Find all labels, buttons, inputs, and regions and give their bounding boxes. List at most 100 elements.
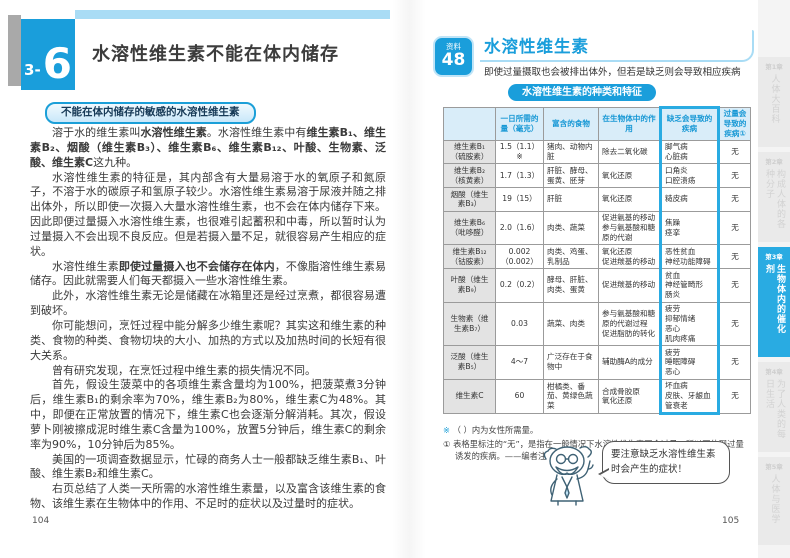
reference-badge: 资料 48 bbox=[433, 36, 474, 77]
chapter-number: 第4章 bbox=[765, 368, 783, 376]
cell-amount: 1.5（1.1）※ bbox=[495, 139, 544, 165]
chapter-number: 第1章 bbox=[765, 63, 783, 71]
side-tab-chapter-3[interactable]: 第3章生物体内的催化剂 bbox=[758, 247, 790, 357]
cell-excess: 无 bbox=[718, 268, 751, 303]
vitamin-table-header-row: 一日所需的量（毫克） 富含的食物 在生物体中的作用 缺乏会导致的疾病 过量会导致的疾病① bbox=[443, 106, 751, 141]
reference-subtitle: 即使过量摄取也会被排出体外，但若是缺乏则会导致相应疾病 bbox=[484, 67, 741, 78]
cell-deficiency: 焦躁 痉挛 bbox=[659, 210, 720, 246]
cell-excess: 无 bbox=[718, 163, 751, 189]
cell-amount: 0.002 （0.002） bbox=[495, 244, 544, 270]
cell-name: 叶酸（维生素B₉） bbox=[443, 268, 496, 303]
cell-amount: 0.2（0.2） bbox=[495, 268, 544, 303]
cell-deficiency: 糙皮病 bbox=[659, 187, 720, 212]
chapter-number: 第3章 bbox=[765, 253, 783, 261]
footnote-marker: ※ bbox=[443, 425, 453, 435]
cell-food: 肉类、鸡蛋、乳制品 bbox=[543, 244, 599, 270]
side-tab-chapter-2[interactable]: 第2章构成人体的各种分子 bbox=[758, 152, 790, 242]
cell-deficiency: 贫血 神经管畸形 肠炎 bbox=[659, 268, 720, 303]
body-paragraph: 水溶性维生素即使过量摄入也不会储存在体内，不像脂溶性维生素易储存。因此就需要人们… bbox=[30, 259, 387, 288]
table-notes: ※ （ ）内为女性所需量。 ① 表格里标注的“无”，是指在一般情况下水溶性维生素不… bbox=[443, 424, 750, 464]
cell-deficiency: 疲劳 抑郁情绪 恶心 肌肉疼痛 bbox=[659, 301, 720, 347]
table-row: 维生素B₁ （硫胺素） 1.5（1.1）※ 猪肉、动物内脏 除去二氧化碳 脚气病 心脏病… bbox=[443, 139, 751, 165]
page-title: 水溶性维生素不能在体内储存 bbox=[92, 44, 339, 65]
cell-excess: 无 bbox=[718, 187, 751, 212]
cell-excess: 无 bbox=[718, 345, 751, 380]
cell-excess: 无 bbox=[718, 244, 751, 270]
side-tab-strip: 第1章 人体大百科第2章构成人体的各种分子第3章生物体内的催化剂第4章 为了人类的每… bbox=[758, 0, 790, 558]
cell-role: 促进羰基的移动 bbox=[598, 268, 661, 303]
cell-amount: 60 bbox=[495, 378, 544, 415]
column-header: 过量会导致的疾病① bbox=[718, 107, 751, 141]
side-tab-chapter-5[interactable]: 第5章 人体与医学 bbox=[758, 457, 790, 545]
column-header: 缺乏会导致的疾病 bbox=[659, 106, 720, 141]
cell-name: 生物素（维生素B₇） bbox=[443, 301, 496, 347]
cell-role: 氧化还原 bbox=[598, 163, 661, 189]
cell-name: 维生素B₁ （硫胺素） bbox=[443, 139, 496, 165]
table-row: 泛酸（维生素B₅） 4～7 广泛存在于食物中 辅助酶A的成分 疲劳 睡眠障碍 恶心无 bbox=[443, 345, 751, 380]
body-paragraph: 你可能想问，烹饪过程中能分解多少维生素呢？其实这和维生素的种类、食物的种类、食物… bbox=[30, 318, 386, 362]
cell-food: 肉类、蔬菜 bbox=[543, 210, 599, 246]
column-header: 一日所需的量（毫克） bbox=[495, 107, 544, 141]
section-number: 6 bbox=[42, 39, 72, 89]
footnote-marker: ① bbox=[443, 439, 454, 450]
top-accent-bar bbox=[75, 10, 390, 19]
side-tab-chapter-4[interactable]: 第4章 为了人类的每日生活 bbox=[758, 362, 790, 452]
page-number-right: 105 bbox=[722, 516, 740, 526]
cell-amount: 4～7 bbox=[495, 345, 544, 380]
chapter-title: 人体与医学 bbox=[769, 474, 780, 524]
cell-name: 烟酸（维生素B₃） bbox=[443, 187, 496, 212]
cell-role: 参与氨基酸和糖原的代谢过程 促进脂肪的转化 bbox=[598, 301, 661, 347]
reference-title: 水溶性维生素 bbox=[484, 37, 589, 56]
cell-name: 维生素B₁₂ （钴胺素） bbox=[443, 244, 496, 270]
cell-deficiency: 疲劳 睡眠障碍 恶心 bbox=[659, 345, 720, 380]
side-tab-chapter-1[interactable]: 第1章 人体大百科 bbox=[758, 57, 790, 147]
cell-food: 广泛存在于食物中 bbox=[543, 345, 599, 380]
page-gutter bbox=[392, 0, 426, 558]
cell-name: 泛酸（维生素B₅） bbox=[443, 345, 496, 380]
cell-role: 氧化还原 bbox=[598, 187, 661, 212]
chapter-number: 第2章 bbox=[765, 158, 783, 166]
cell-excess: 无 bbox=[718, 139, 751, 165]
cell-food: 蔬菜、肉类 bbox=[543, 301, 599, 347]
cell-role: 合成骨胶原 氧化还原 bbox=[598, 378, 661, 415]
column-header bbox=[443, 107, 496, 141]
column-header: 富含的食物 bbox=[543, 107, 599, 141]
cell-excess: 无 bbox=[718, 210, 751, 246]
cell-role: 氧化还原 促进羰基的移动 bbox=[598, 244, 661, 270]
cell-deficiency: 口角炎 口腔溃疡 bbox=[659, 163, 720, 189]
section-subtitle-pill: 不能在体内储存的敏感的水溶性维生素 bbox=[45, 102, 256, 124]
cell-amount: 0.03 bbox=[495, 301, 544, 347]
header-outline bbox=[480, 30, 754, 62]
section-number-box: 3- 6 bbox=[21, 19, 75, 90]
table-title-pill: 水溶性维生素的种类和特征 bbox=[508, 84, 656, 101]
badge-number: 48 bbox=[441, 49, 466, 70]
cell-role: 促进氨基的移动 参与氨基酸和糖原的代谢 bbox=[598, 210, 661, 246]
badge-label: 资料 bbox=[446, 42, 461, 52]
cell-amount: 2.0（1.6） bbox=[495, 210, 544, 246]
body-paragraph: 首先，假设生菠菜中的各项维生素含量均为100%，把菠菜煮3分钟后，维生素B₁的剩… bbox=[30, 378, 386, 451]
footnote: ※ （ ）内为女性所需量。 bbox=[443, 425, 539, 435]
body-paragraph: 右页总结了人类一天所需的水溶性维生素量，以及富含该维生素的食物、该维生素在生物体… bbox=[30, 482, 386, 511]
table-row: 维生素C 60 柑橘类、番茄、黄绿色蔬菜 合成骨胶原 氧化还原 坏血病 皮肤、牙龈血管衰… bbox=[443, 378, 751, 416]
professor-mascot-illustration bbox=[538, 443, 600, 509]
table-row: 维生素B₆ （吡哆醛） 2.0（1.6） 肉类、蔬菜 促进氨基的移动 参与氨基酸和糖原… bbox=[443, 210, 751, 246]
cell-amount: 19（15） bbox=[495, 187, 544, 212]
cell-deficiency: 坏血病 皮肤、牙龈血管衰老 bbox=[659, 378, 720, 416]
cell-name: 维生素B₆ （吡哆醛） bbox=[443, 210, 496, 246]
cell-food: 猪肉、动物内脏 bbox=[543, 139, 599, 165]
chapter-title: 生物体内的催化剂 bbox=[764, 264, 785, 334]
column-header: 在生物体中的作用 bbox=[598, 107, 661, 141]
vitamin-table-body: 维生素B₁ （硫胺素） 1.5（1.1）※ 猪肉、动物内脏 除去二氧化碳 脚气病 心脏病… bbox=[443, 139, 751, 416]
table-row: 烟酸（维生素B₃） 19（15） 肝脏 氧化还原 糙皮病无 bbox=[443, 187, 751, 212]
cell-food: 柑橘类、番茄、黄绿色蔬菜 bbox=[543, 378, 599, 415]
cell-food: 肝脏 bbox=[543, 187, 599, 212]
body-paragraph: 曾有研究发现，在烹饪过程中维生素的损失情况不同。 bbox=[52, 363, 316, 377]
cell-excess: 无 bbox=[718, 378, 751, 415]
section-gray-strip bbox=[8, 15, 21, 86]
cell-deficiency: 脚气病 心脏病 bbox=[659, 139, 720, 165]
speech-bubble: 要注意缺乏水溶性维生素时会产生的症状！ bbox=[598, 441, 730, 485]
chapter-title: 构成人体的各种分子 bbox=[764, 169, 785, 229]
table-row: 叶酸（维生素B₉） 0.2（0.2） 酵母、肝脏、肉类、蛋黄 促进羰基的移动 贫血 神经… bbox=[443, 268, 751, 303]
cell-deficiency: 恶性贫血 神经功能障碍 bbox=[659, 244, 720, 270]
cell-role: 辅助酶A的成分 bbox=[598, 345, 661, 380]
